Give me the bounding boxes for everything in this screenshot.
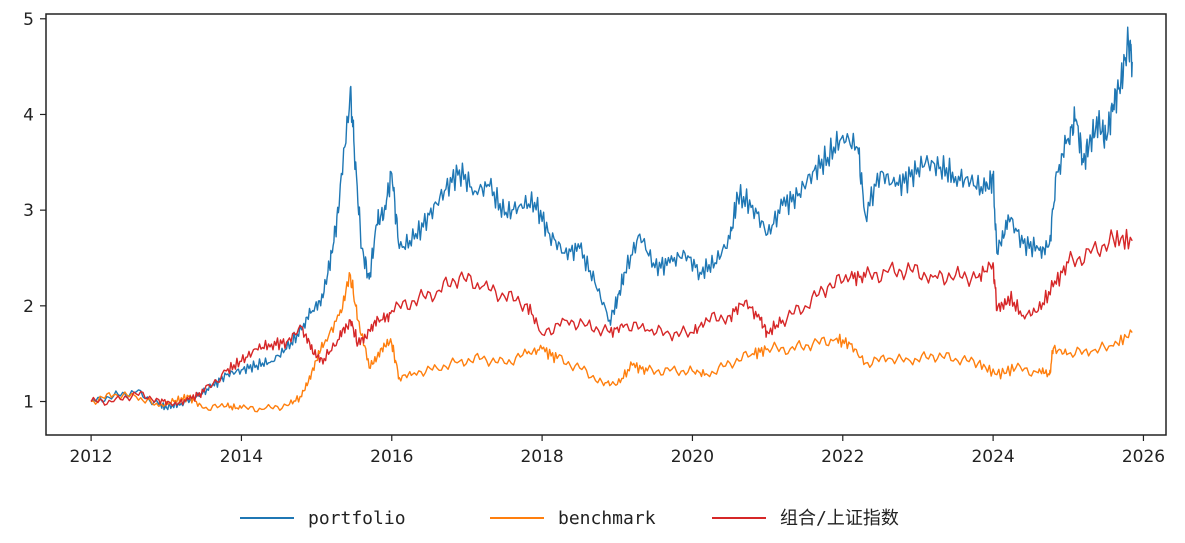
y-tick-label: 3	[23, 201, 34, 221]
x-tick-label: 2022	[821, 447, 864, 467]
series-line-1	[90, 26, 1133, 411]
x-tick-label: 2012	[69, 447, 112, 467]
y-tick-label: 1	[23, 393, 34, 413]
y-tick-label: 2	[23, 297, 34, 317]
y-tick-label: 4	[23, 105, 34, 125]
series-line-2	[90, 272, 1133, 413]
legend-label-1: portfolio	[308, 508, 406, 529]
legend: portfolio benchmark 组合/上证指数	[240, 508, 899, 529]
series-layer	[90, 26, 1133, 413]
axes-layer: 2012 2014 2016 2018 2020 2022 2024 2026 1 2 3 4 5	[23, 10, 1165, 467]
x-tick-label: 2014	[220, 447, 263, 467]
x-tick-label: 2016	[370, 447, 413, 467]
series-line-3	[90, 228, 1133, 407]
legend-label-3: 组合/上证指数	[780, 508, 899, 529]
plot-area	[45, 13, 1167, 436]
x-tick-label: 2018	[520, 447, 563, 467]
x-tick-label: 2020	[671, 447, 714, 467]
y-tick-label: 5	[23, 10, 34, 30]
x-tick-label: 2026	[1122, 447, 1165, 467]
x-tick-label: 2024	[971, 447, 1014, 467]
legend-label-2: benchmark	[558, 508, 656, 529]
